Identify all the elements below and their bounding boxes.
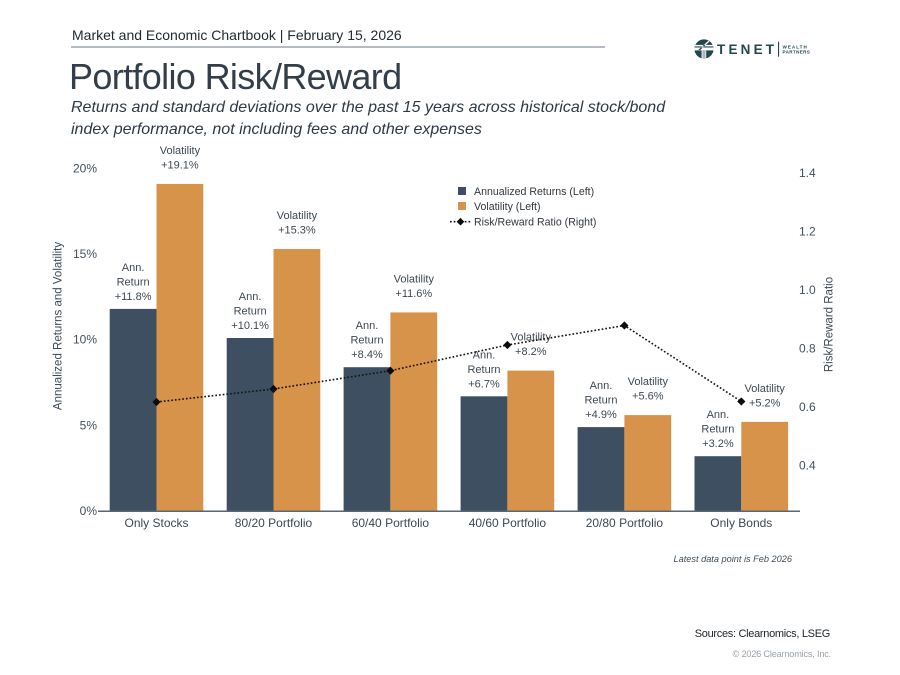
svg-text:Ann.: Ann. xyxy=(356,320,379,332)
svg-text:+5.6%: +5.6% xyxy=(632,391,664,403)
svg-text:Volatility: Volatility xyxy=(277,210,318,222)
svg-text:Ann.: Ann. xyxy=(707,409,730,421)
svg-text:20/80 Portfolio: 20/80 Portfolio xyxy=(586,516,664,530)
svg-text:Volatility: Volatility xyxy=(394,273,435,285)
svg-text:5%: 5% xyxy=(80,418,98,432)
svg-text:15%: 15% xyxy=(73,247,97,261)
svg-text:+11.8%: +11.8% xyxy=(115,291,152,303)
svg-text:Only Bonds: Only Bonds xyxy=(710,516,772,530)
svg-text:1.4: 1.4 xyxy=(799,166,816,180)
svg-text:0.6: 0.6 xyxy=(799,400,816,414)
svg-text:10%: 10% xyxy=(73,333,97,347)
svg-text:Ann.: Ann. xyxy=(473,349,496,361)
svg-text:Only Stocks: Only Stocks xyxy=(124,516,188,530)
svg-text:+6.7%: +6.7% xyxy=(468,378,500,390)
svg-text:60/40 Portfolio: 60/40 Portfolio xyxy=(352,516,430,530)
svg-text:+10.1%: +10.1% xyxy=(231,320,269,332)
svg-text:Annualized Returns (Left): Annualized Returns (Left) xyxy=(474,186,594,198)
svg-text:Return: Return xyxy=(117,277,150,289)
svg-text:Return: Return xyxy=(701,424,734,436)
svg-text:+4.9%: +4.9% xyxy=(585,409,617,421)
svg-text:1.2: 1.2 xyxy=(799,225,816,239)
svg-text:Return: Return xyxy=(584,395,617,407)
svg-text:+11.6%: +11.6% xyxy=(395,288,432,300)
svg-text:Return: Return xyxy=(350,335,383,347)
svg-text:Volatility (Left): Volatility (Left) xyxy=(474,201,541,213)
svg-text:+8.4%: +8.4% xyxy=(351,349,383,361)
svg-text:Return: Return xyxy=(234,306,267,318)
svg-text:Ann.: Ann. xyxy=(590,380,613,392)
svg-text:0.4: 0.4 xyxy=(799,459,816,473)
svg-text:+5.2%: +5.2% xyxy=(749,398,781,410)
svg-text:Volatility: Volatility xyxy=(160,145,201,157)
svg-text:Return: Return xyxy=(467,364,500,376)
svg-text:Volatility: Volatility xyxy=(628,376,669,388)
svg-text:80/20 Portfolio: 80/20 Portfolio xyxy=(235,516,313,530)
svg-text:Ann.: Ann. xyxy=(239,291,262,303)
svg-text:40/60 Portfolio: 40/60 Portfolio xyxy=(469,516,547,530)
svg-text:Volatility: Volatility xyxy=(745,383,786,395)
svg-text:WEALTH: WEALTH xyxy=(783,45,808,50)
svg-text:Volatility: Volatility xyxy=(511,332,552,344)
svg-text:TENET: TENET xyxy=(717,42,777,57)
svg-text:Risk/Reward Ratio (Right): Risk/Reward Ratio (Right) xyxy=(474,217,596,229)
svg-text:1.0: 1.0 xyxy=(799,283,816,297)
svg-text:Risk/Reward Ratio: Risk/Reward Ratio xyxy=(824,277,836,372)
svg-text:0.8: 0.8 xyxy=(799,342,816,356)
svg-text:+3.2%: +3.2% xyxy=(702,438,734,450)
svg-text:PARTNERS: PARTNERS xyxy=(783,50,811,55)
svg-text:Annualized Returns and Volatil: Annualized Returns and Volatility xyxy=(53,242,65,410)
svg-text:+19.1%: +19.1% xyxy=(161,159,199,171)
svg-text:+15.3%: +15.3% xyxy=(278,225,316,237)
svg-text:0%: 0% xyxy=(80,504,98,518)
svg-text:20%: 20% xyxy=(73,162,97,176)
svg-text:Ann.: Ann. xyxy=(122,262,145,274)
svg-text:+8.2%: +8.2% xyxy=(515,346,547,358)
